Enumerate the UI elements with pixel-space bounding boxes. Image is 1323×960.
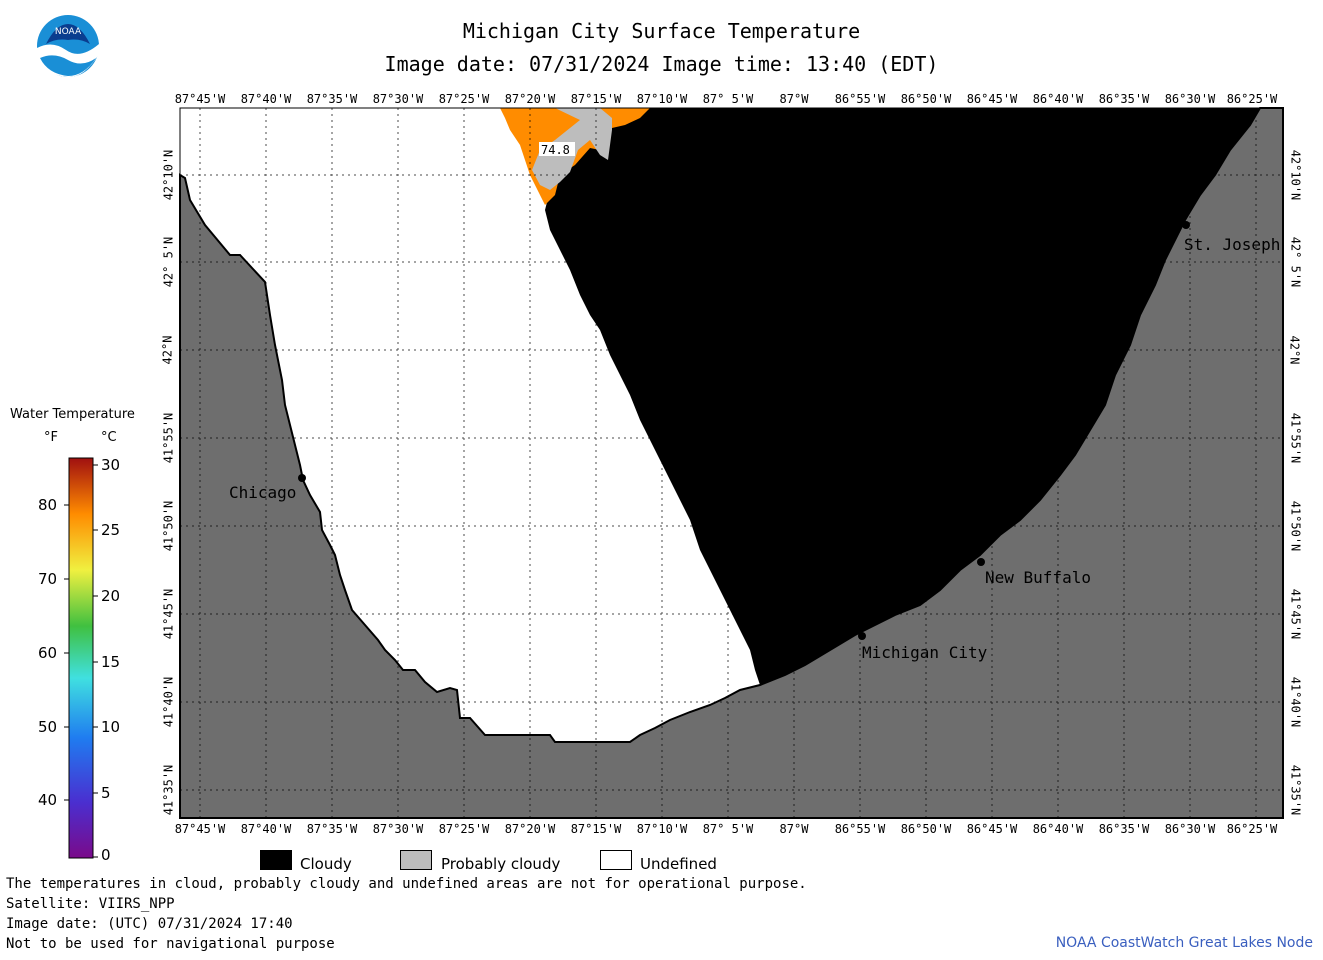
- lon-label: 86°45'W: [966, 92, 1018, 106]
- lat-label: 41°55'N: [1288, 412, 1303, 464]
- lon-label: 87°45'W: [174, 822, 226, 836]
- c-tick-label: 20: [101, 587, 121, 605]
- legend-title: Water Temperature: [10, 407, 135, 422]
- color-bar-ticks: [64, 464, 98, 858]
- cloudy-area: [545, 108, 1260, 685]
- michigan-city-marker: [858, 632, 866, 640]
- lon-label: 87°40'W: [240, 822, 292, 836]
- lat-label: 41°45'N: [161, 588, 176, 640]
- unit-celsius: °C: [101, 430, 117, 445]
- lat-label: 42°N: [160, 335, 175, 365]
- c-tick-label: 5: [101, 784, 111, 802]
- lat-label: 42° 5'N: [161, 236, 176, 288]
- undefined-swatch: [600, 850, 632, 870]
- lon-label: 86°25'W: [1226, 822, 1278, 836]
- lon-label: 87° 5'W: [702, 822, 754, 836]
- map-frame: [179, 107, 1284, 819]
- place-st-joseph: St. Joseph: [1184, 235, 1281, 254]
- lon-label: 87°35'W: [306, 92, 358, 106]
- lon-label: 86°45'W: [966, 822, 1018, 836]
- lon-label: 87°20'W: [504, 92, 556, 106]
- place-new-buffalo: New Buffalo: [985, 568, 1091, 587]
- cloudy-label: Cloudy: [300, 855, 352, 873]
- c-tick-label: 30: [101, 456, 121, 474]
- logo-text: NOAA: [55, 27, 82, 37]
- lon-label: 87°W: [779, 822, 809, 836]
- land-area: [179, 107, 1284, 819]
- lat-label: 42°N: [1287, 335, 1302, 365]
- st-joseph-marker: [1182, 221, 1190, 229]
- lon-label: 86°30'W: [1164, 92, 1216, 106]
- credit-label: NOAA CoastWatch Great Lakes Node: [1055, 935, 1313, 951]
- lon-label: 87°25'W: [438, 92, 490, 106]
- undefined-label: Undefined: [640, 855, 717, 873]
- footer-disclaimer: The temperatures in cloud, probably clou…: [6, 876, 807, 892]
- footer-utc-date: Image date: (UTC) 07/31/2024 17:40: [6, 916, 293, 932]
- lon-label: 86°30'W: [1164, 822, 1216, 836]
- lon-label: 86°50'W: [900, 92, 952, 106]
- lon-label: 87°30'W: [372, 822, 424, 836]
- lon-label: 87°45'W: [174, 92, 226, 106]
- temperature-label-box: [539, 142, 575, 156]
- f-tick-label: 70: [38, 570, 58, 588]
- f-tick-label: 50: [38, 718, 58, 736]
- lat-label: 42°10'N: [161, 149, 176, 201]
- lon-label: 86°50'W: [900, 822, 952, 836]
- chicago-marker: [298, 474, 306, 482]
- f-tick-label: 80: [38, 496, 58, 514]
- c-tick-label: 0: [101, 846, 111, 864]
- lon-label: 86°25'W: [1226, 92, 1278, 106]
- lat-label: 41°40'N: [161, 676, 176, 728]
- lon-label: 86°35'W: [1098, 822, 1150, 836]
- lat-label: 42°10'N: [1288, 149, 1303, 201]
- lon-label: 86°40'W: [1032, 92, 1084, 106]
- lat-label: 41°55'N: [161, 412, 176, 464]
- temperature-color-bar: [68, 457, 94, 859]
- probably-cloudy-label: Probably cloudy: [441, 855, 561, 873]
- lon-label: 86°55'W: [834, 822, 886, 836]
- lat-label: 41°50'N: [161, 500, 176, 552]
- lon-label: 87°W: [779, 92, 809, 106]
- lon-label: 87°25'W: [438, 822, 490, 836]
- lat-label: 41°35'N: [161, 764, 176, 816]
- f-tick-label: 60: [38, 644, 58, 662]
- lon-label: 86°40'W: [1032, 822, 1084, 836]
- lon-label: 87°20'W: [504, 822, 556, 836]
- lat-label: 42° 5'N: [1288, 236, 1303, 288]
- f-tick-label: 40: [38, 791, 58, 809]
- lat-label: 41°35'N: [1288, 764, 1303, 816]
- temperature-label: 74.8: [541, 143, 570, 157]
- c-tick-label: 25: [101, 521, 121, 539]
- cloudy-swatch: [260, 850, 292, 870]
- unit-fahrenheit: °F: [44, 430, 58, 445]
- footer-navigation-warning: Not to be used for navigational purpose: [6, 936, 335, 952]
- lon-label: 87°15'W: [570, 822, 622, 836]
- lat-label: 41°50'N: [1288, 500, 1303, 552]
- lat-label: 41°40'N: [1288, 676, 1303, 728]
- lon-label: 87°15'W: [570, 92, 622, 106]
- lon-label: 87°30'W: [372, 92, 424, 106]
- lon-label: 87°35'W: [306, 822, 358, 836]
- map-subtitle: Image date: 07/31/2024 Image time: 13:40…: [384, 52, 939, 76]
- lon-label: 87°10'W: [636, 822, 688, 836]
- graticule: [180, 108, 1283, 818]
- footer-satellite: Satellite: VIIRS_NPP: [6, 896, 175, 912]
- new-buffalo-marker: [977, 558, 985, 566]
- lon-label: 86°55'W: [834, 92, 886, 106]
- place-michigan-city: Michigan City: [862, 643, 988, 662]
- c-tick-label: 10: [101, 718, 121, 736]
- probably-cloudy-swatch: [400, 850, 432, 870]
- lon-label: 87° 5'W: [702, 92, 754, 106]
- lon-label: 87°40'W: [240, 92, 292, 106]
- lon-label: 87°10'W: [636, 92, 688, 106]
- lat-label: 41°45'N: [1288, 588, 1303, 640]
- place-chicago: Chicago: [229, 483, 297, 502]
- c-tick-label: 15: [101, 653, 121, 671]
- noaa-logo: NOAA: [37, 15, 99, 78]
- lon-label: 86°35'W: [1098, 92, 1150, 106]
- map-title: Michigan City Surface Temperature: [462, 19, 861, 43]
